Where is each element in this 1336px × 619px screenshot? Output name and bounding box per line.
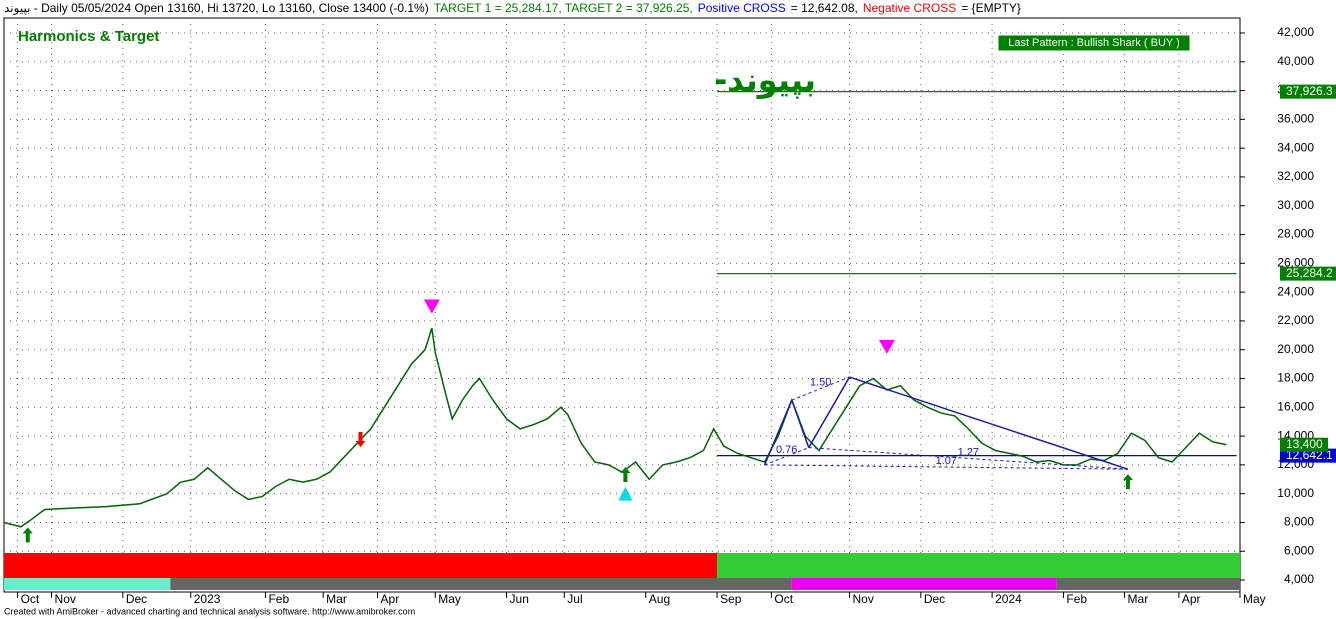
- y-tick-label: 24,000: [1277, 284, 1314, 298]
- y-tick-label: 26,000: [1277, 255, 1314, 269]
- y-tick-label: 4,000: [1284, 572, 1314, 586]
- x-tick-label: 2024: [995, 592, 1022, 606]
- ribbon: [4, 578, 171, 590]
- pattern-leg: [808, 376, 851, 448]
- up-triangle: [618, 486, 633, 501]
- up-arrow: [22, 527, 33, 543]
- header-segment: TARGET 1 = 25,284.17, TARGET 2 = 37,926.…: [434, 1, 693, 15]
- x-tick-label: Feb: [1066, 592, 1087, 606]
- x-tick-label: Mar: [1128, 592, 1149, 606]
- y-tick-label: 32,000: [1277, 169, 1314, 183]
- y-tick-label: 34,000: [1277, 140, 1314, 154]
- x-tick-label: Aug: [649, 592, 670, 606]
- pattern-leg: [763, 399, 793, 466]
- level-tag: [1280, 84, 1336, 99]
- down-arrow: [355, 431, 366, 447]
- y-tick-label: 40,000: [1277, 54, 1314, 68]
- last-close-tag: [1280, 437, 1328, 452]
- x-tick-label: Dec: [126, 592, 147, 606]
- y-tick-label: 28,000: [1277, 227, 1314, 241]
- chart-title: Harmonics & Target: [18, 28, 159, 45]
- x-tick-label: Jun: [510, 592, 529, 606]
- pattern-leg: [849, 376, 1129, 470]
- pattern-ratio-line: [764, 464, 1128, 470]
- down-triangle: [423, 299, 440, 314]
- x-tick-label: Oct: [774, 592, 793, 606]
- level-label: 25,284.2: [1286, 266, 1333, 280]
- pattern-ratio-line: [808, 447, 1128, 470]
- up-arrow: [620, 466, 631, 482]
- pattern-ratio: 1.27: [958, 446, 979, 458]
- x-tick-label: 2023: [194, 592, 221, 606]
- header: بپیوند - Daily 05/05/2024 Open 13160, Hi…: [4, 1, 1021, 15]
- y-tick-label: 20,000: [1277, 342, 1314, 356]
- header-segment: Positive CROSS: [698, 1, 786, 15]
- x-tick-label: May: [1243, 592, 1266, 606]
- x-tick-label: Feb: [268, 592, 289, 606]
- x-tick-label: Dec: [924, 592, 945, 606]
- level-label: 37,926.3: [1286, 84, 1333, 98]
- symbol-name: بپیوند-: [714, 61, 816, 99]
- pattern-leg: [791, 399, 810, 448]
- x-tick-label: Oct: [21, 592, 40, 606]
- pattern-ratio: 1.07: [936, 455, 957, 467]
- header-segment: Negative CROSS: [863, 1, 956, 15]
- pattern-ratio-line: [764, 447, 809, 466]
- x-tick-label: Apr: [1182, 592, 1201, 606]
- footer: Created with AmiBroker - advanced charti…: [4, 606, 415, 616]
- pattern-ratio: 0.76: [776, 444, 797, 456]
- y-tick-label: 10,000: [1277, 486, 1314, 500]
- pattern-ratio: 1.50: [810, 376, 831, 388]
- x-tick-label: Mar: [326, 592, 347, 606]
- ribbon: [170, 578, 792, 590]
- header-segment: بپیوند - Daily 05/05/2024 Open 13160, Hi…: [4, 1, 429, 15]
- x-tick-label: Jul: [567, 592, 582, 606]
- y-tick-label: 18,000: [1277, 371, 1314, 385]
- y-tick-label: 22,000: [1277, 313, 1314, 327]
- price-line: [3, 327, 1227, 528]
- ribbon: [1056, 578, 1240, 590]
- y-tick-label: 30,000: [1277, 198, 1314, 212]
- x-tick-label: Apr: [381, 592, 400, 606]
- x-tick-label: Sep: [720, 592, 742, 606]
- y-tick-label: 16,000: [1277, 399, 1314, 413]
- last-close-label: 13,400: [1286, 437, 1323, 451]
- plot-frame: [3, 17, 1241, 593]
- x-tick-label: May: [438, 592, 461, 606]
- pattern-ratio-line: [791, 376, 850, 401]
- ribbon: [791, 578, 1057, 590]
- level-tag: [1280, 448, 1336, 463]
- y-tick-label: 8,000: [1284, 515, 1314, 529]
- header-segment: = {EMPTY}: [961, 1, 1021, 15]
- x-tick-label: Nov: [853, 592, 874, 606]
- pattern-label: Last Pattern : Bullish Shark ( BUY ): [1008, 37, 1180, 49]
- ribbon: [717, 553, 1240, 578]
- y-tick-label: 6,000: [1284, 543, 1314, 557]
- pattern-box: [997, 34, 1191, 52]
- y-tick-label: 42,000: [1277, 25, 1314, 39]
- x-tick-label: Nov: [55, 592, 76, 606]
- up-arrow: [1122, 474, 1133, 490]
- level-tag: [1280, 266, 1336, 281]
- y-tick-label: 36,000: [1277, 112, 1314, 126]
- ribbon: [4, 553, 718, 578]
- header-segment: = 12,642.08,: [791, 1, 858, 15]
- down-triangle: [878, 339, 895, 354]
